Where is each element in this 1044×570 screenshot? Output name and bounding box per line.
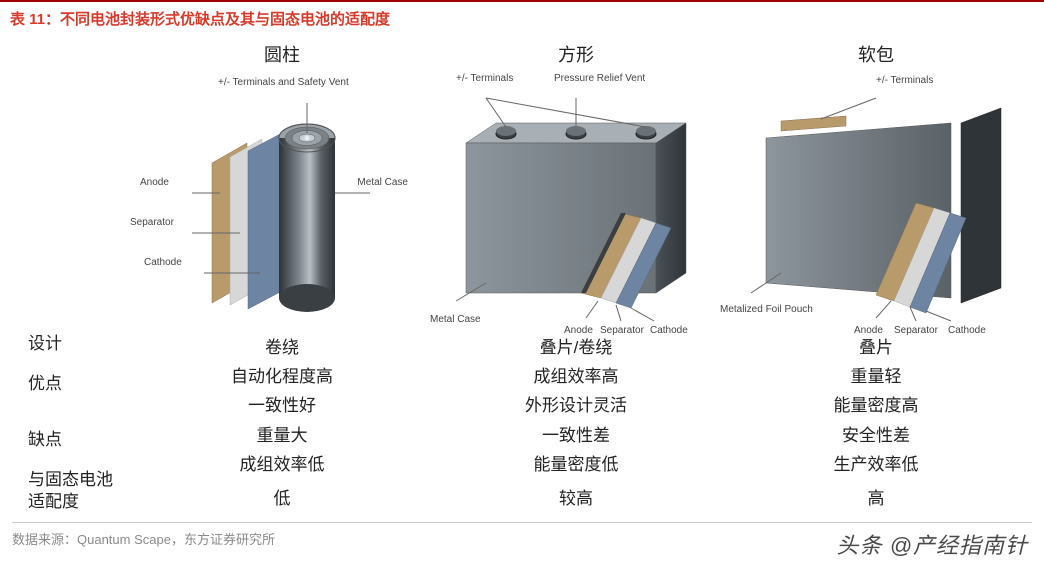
label-cathode-3: Cathode [948, 325, 986, 336]
label-cathode-1: Cathode [144, 257, 182, 268]
label-anode-2: Anode [564, 325, 593, 336]
cell-c3-cons2: 生产效率低 [726, 450, 1026, 479]
cell-c2-cons1: 一致性差 [426, 421, 726, 450]
cell-c1-pros2: 一致性好 [138, 391, 426, 420]
cell-c3-pros1: 重量轻 [726, 362, 1026, 391]
cell-c1-cons2: 成组效率低 [138, 450, 426, 479]
header-prismatic: 方形 [426, 41, 726, 67]
label-terminals-vent: +/- Terminals and Safety Vent [218, 77, 349, 88]
table-title: 表 11：不同电池封装形式优缺点及其与固态电池的适配度 [10, 11, 390, 28]
diagram-pouch: +/- Terminals Metalized Foil Pouch Anode… [726, 73, 1026, 333]
cell-c2-pros1: 成组效率高 [426, 362, 726, 391]
cell-c1-pros1: 自动化程度高 [138, 362, 426, 391]
cell-c3-design: 叠片 [726, 333, 1026, 362]
cell-c2-fit: 较高 [426, 479, 726, 513]
label-anode-3: Anode [854, 325, 883, 336]
pouch-svg [726, 83, 1026, 323]
cell-c3-pros2: 能量密度高 [726, 391, 1026, 420]
row-label-pros: 优点 [18, 357, 138, 413]
row-label-design: 设计 [18, 329, 138, 357]
label-metal-case-2: Metal Case [430, 314, 481, 325]
label-anode-1: Anode [140, 177, 169, 188]
label-terminals-3: +/- Terminals [876, 75, 933, 86]
row-label-fit: 与固态电池 适配度 [18, 469, 138, 519]
cell-c3-cons1: 安全性差 [726, 421, 1026, 450]
header-cylindrical: 圆柱 [138, 41, 426, 67]
prismatic-svg [426, 83, 726, 323]
cell-c1-cons1: 重量大 [138, 421, 426, 450]
watermark: 头条 @产经指南针 [837, 528, 1028, 560]
label-pressure-vent: Pressure Relief Vent [554, 73, 645, 84]
label-foil-pouch: Metalized Foil Pouch [720, 304, 813, 315]
diagram-cylindrical: +/- Terminals and Safety Vent Anode Sepa… [138, 73, 426, 333]
label-cathode-2: Cathode [650, 325, 688, 336]
cell-c2-design: 叠片/卷绕 [426, 333, 726, 362]
label-metal-case-1: Metal Case [357, 177, 408, 188]
label-separator-3: Separator [894, 325, 938, 336]
cell-c1-fit: 低 [138, 479, 426, 513]
cell-c2-cons2: 能量密度低 [426, 450, 726, 479]
column-prismatic: 方形 [426, 41, 726, 519]
cell-c1-design: 卷绕 [138, 333, 426, 362]
content-grid: 设计 优点 缺点 与固态电池 适配度 圆柱 [0, 33, 1044, 519]
column-cylindrical: 圆柱 [138, 41, 426, 519]
title-bar: 表 11：不同电池封装形式优缺点及其与固态电池的适配度 [0, 0, 1044, 33]
label-separator-2: Separator [600, 325, 644, 336]
label-separator-1: Separator [130, 217, 174, 228]
header-pouch: 软包 [726, 41, 1026, 67]
cylindrical-svg [152, 83, 412, 323]
label-terminals-2: +/- Terminals [456, 73, 513, 84]
row-labels-column: 设计 优点 缺点 与固态电池 适配度 [18, 41, 138, 519]
column-pouch: 软包 [726, 41, 1026, 519]
diagram-prismatic: +/- Terminals Pressure Relief Vent Metal… [426, 73, 726, 333]
cell-c2-pros2: 外形设计灵活 [426, 391, 726, 420]
cell-c3-fit: 高 [726, 479, 1026, 513]
row-label-cons: 缺点 [18, 413, 138, 469]
